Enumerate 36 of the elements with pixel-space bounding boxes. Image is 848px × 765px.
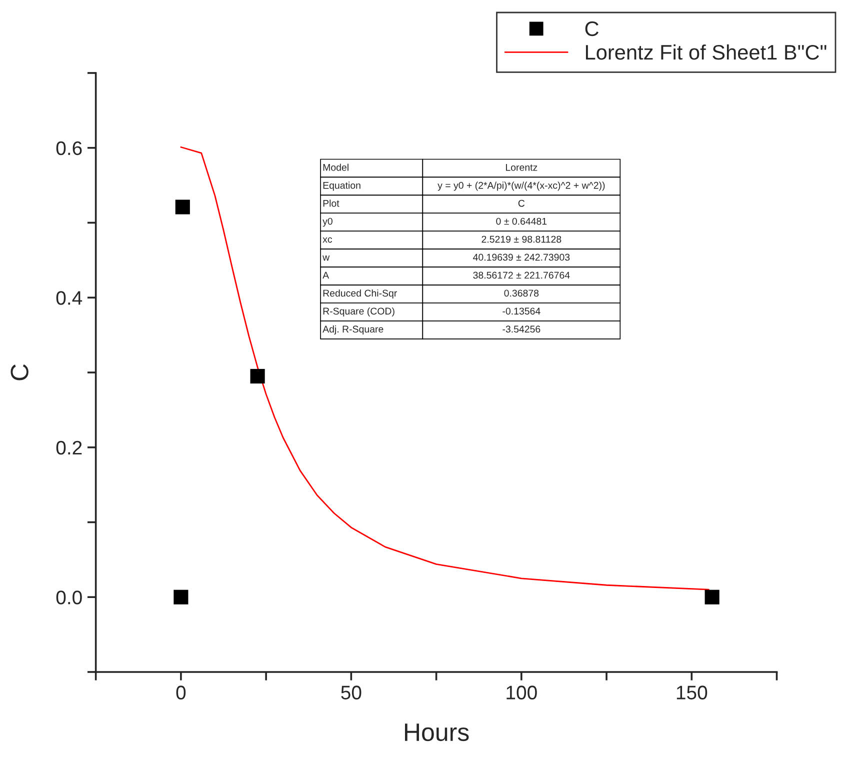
x-axis-title: Hours <box>405 724 469 742</box>
y-tick-label: 0.4 <box>56 291 82 305</box>
point <box>174 590 188 604</box>
legend-label: C <box>585 21 599 36</box>
x-tick-label: 150 <box>676 686 708 700</box>
annotation: R-Square (COD) <box>323 307 394 317</box>
x-tick-label: 0 <box>176 686 186 700</box>
y-axis-title: C <box>10 364 28 380</box>
point <box>250 368 265 384</box>
annotation: 0 ± 0.64481 <box>496 218 547 225</box>
annotation: y0 <box>322 218 332 227</box>
annotation: xc <box>322 237 332 243</box>
annotation: Lorentz <box>506 164 538 171</box>
y-tick-label: 0.0 <box>56 590 82 604</box>
y-tick-label: 0.6 <box>56 141 82 156</box>
annotation: Equation <box>323 182 360 191</box>
x-tick-label: 50 <box>341 686 362 700</box>
annotation: Plot <box>323 200 340 207</box>
annotation: w <box>322 255 330 261</box>
annotation: Model <box>323 164 348 171</box>
annotation: Adj. R-Square <box>322 325 384 334</box>
annotation: Reduced Chi-Sqr <box>323 289 397 299</box>
annotation: 2.5219 ± 98.81128 <box>482 236 562 243</box>
annotation: A <box>322 272 330 279</box>
annotation: C <box>518 200 525 207</box>
annotation: 0.36878 <box>504 290 539 297</box>
annotation: 38.56172 ± 221.76764 <box>473 272 570 279</box>
legend-label: Lorentz Fit of Sheet1 B"C" <box>586 44 826 60</box>
annotation: y = y0 + (2*A/pi)*(w/(4*(x-xc)^2 + w^2)) <box>438 182 605 191</box>
annotation: -3.54256 <box>502 326 540 333</box>
annotation: -0.13564 <box>502 308 540 315</box>
point <box>175 200 190 214</box>
x-tick-label: 100 <box>506 686 537 700</box>
y-tick-label: 0.2 <box>56 440 82 455</box>
point <box>704 590 720 604</box>
annotation: 40.19639 ± 242.73903 <box>473 254 570 261</box>
